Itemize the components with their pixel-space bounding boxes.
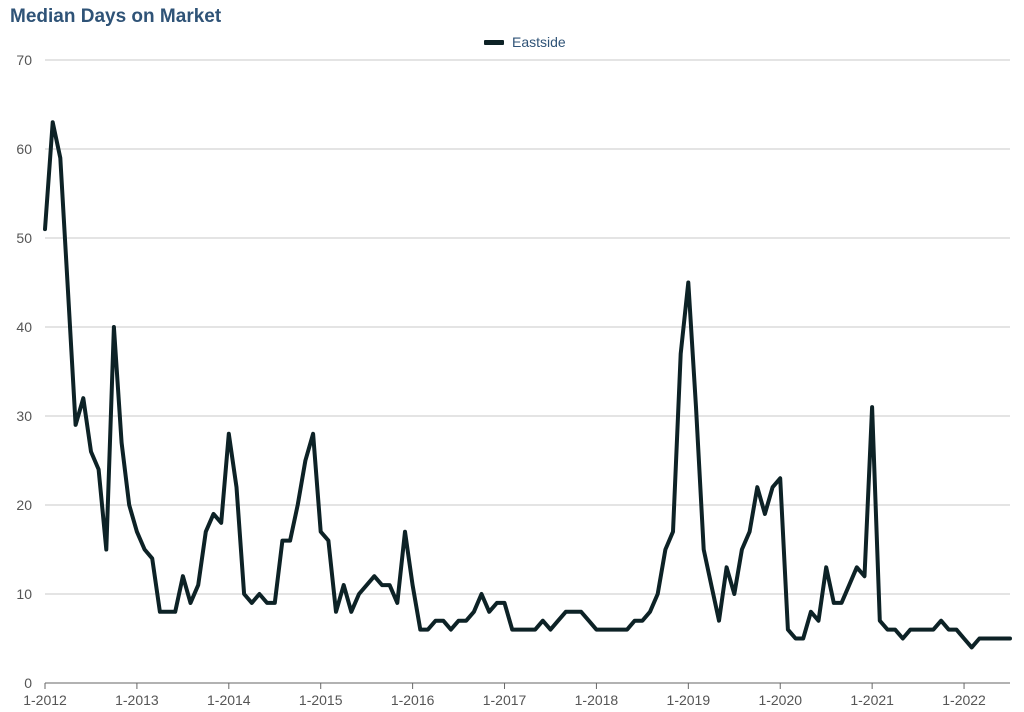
x-tick-label-1-2018: 1-2018 [575,692,619,708]
legend: Eastside [484,34,566,50]
x-tick-label-1-2014: 1-2014 [207,692,251,708]
y-tick-label-20: 20 [16,497,32,513]
x-tick-label-1-2016: 1-2016 [391,692,435,708]
series-line-eastside [43,120,1012,650]
y-tick-label-50: 50 [16,230,32,246]
y-tick-label-10: 10 [16,586,32,602]
y-tick-label-60: 60 [16,141,32,157]
chart-title: Median Days on Market [10,6,222,27]
y-tick-label-0: 0 [24,675,32,691]
x-tick-label-1-2015: 1-2015 [299,692,343,708]
y-tick-label-70: 70 [16,52,32,68]
y-tick-label-40: 40 [16,319,32,335]
legend-label-eastside: Eastside [512,34,566,50]
x-tick-label-1-2012: 1-2012 [23,692,67,708]
x-tick-label-1-2019: 1-2019 [667,692,711,708]
y-tick-label-30: 30 [16,408,32,424]
legend-swatch-eastside [484,39,504,45]
x-tick-label-1-2020: 1-2020 [758,692,802,708]
x-tick-label-1-2022: 1-2022 [942,692,986,708]
x-tick-label-1-2021: 1-2021 [850,692,894,708]
x-tick-label-1-2013: 1-2013 [115,692,159,708]
x-tick-label-1-2017: 1-2017 [483,692,527,708]
